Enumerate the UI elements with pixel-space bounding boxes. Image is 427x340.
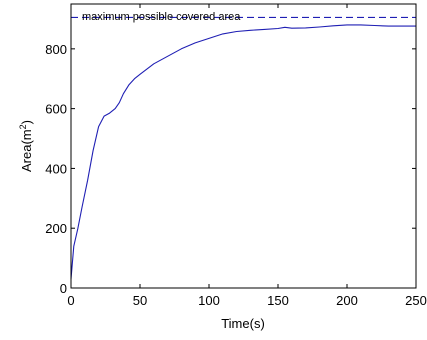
- x-tick-label: 0: [67, 293, 74, 308]
- y-tick-label: 200: [45, 221, 67, 236]
- y-tick-label: 800: [45, 42, 67, 57]
- x-tick-label: 100: [198, 293, 220, 308]
- plot-frame: [70, 3, 417, 289]
- series-layer: [70, 16, 416, 280]
- x-tick-label: 250: [405, 293, 427, 308]
- y-tick-label: 400: [45, 161, 67, 176]
- x-tick-label: 150: [267, 293, 289, 308]
- y-axis-label: Area(m2): [18, 120, 34, 172]
- x-tick-label: 200: [336, 293, 358, 308]
- x-tick-label: 50: [133, 293, 147, 308]
- y-axis-label-superscript: 2: [18, 124, 28, 129]
- series-line-0: [70, 24, 416, 280]
- x-axis-label: Time(s): [221, 316, 265, 331]
- plot-background: [71, 4, 416, 288]
- y-axis-label-tail: ): [19, 120, 34, 124]
- ticks-layer: 0 50 100 150 200 250 0 200 400 600 800: [45, 4, 427, 308]
- y-tick-label: 600: [45, 102, 67, 117]
- reference-line-label: maximum possible covered area: [82, 11, 241, 23]
- y-axis-label-base: Area(m: [19, 129, 34, 172]
- y-tick-label: 0: [60, 281, 67, 296]
